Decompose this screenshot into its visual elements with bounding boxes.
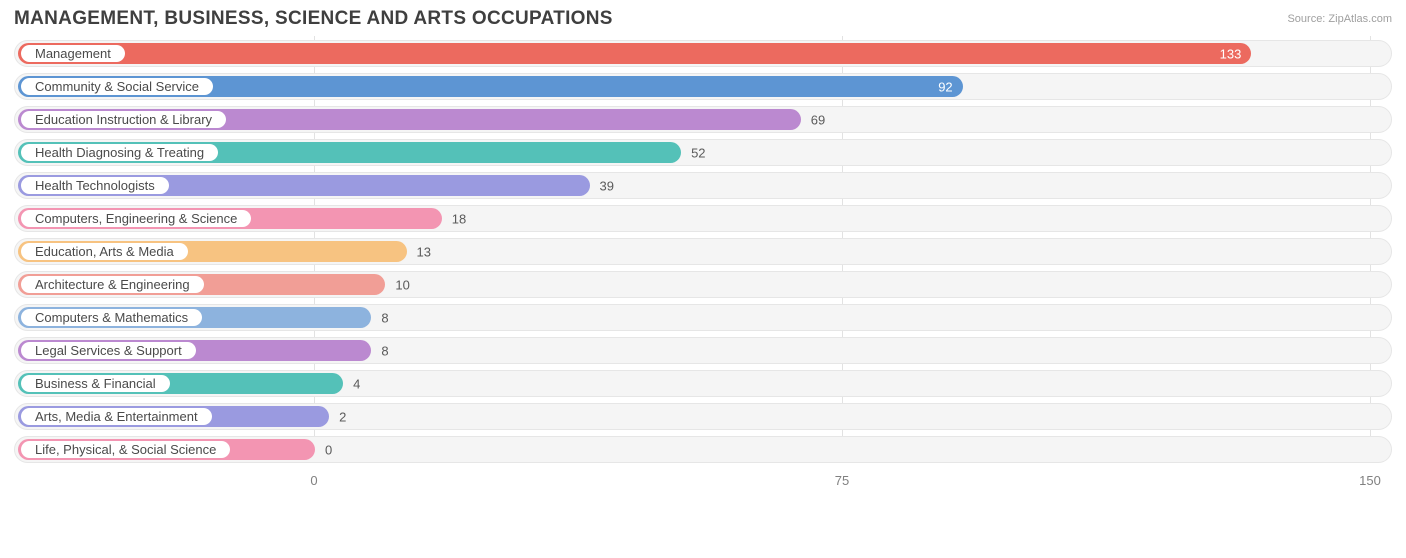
- bar-row: Computers, Engineering & Science 18: [14, 205, 1392, 232]
- bar-label: Architecture & Engineering: [21, 276, 204, 293]
- bar-row: Computers & Mathematics 8: [14, 304, 1392, 331]
- bar-value: 69: [811, 112, 825, 127]
- bar-row: Legal Services & Support 8: [14, 337, 1392, 364]
- bar-label: Health Technologists: [21, 177, 169, 194]
- bar-value: 10: [395, 277, 409, 292]
- axis-tick: 0: [310, 473, 317, 488]
- bar-container: Management 133 Community & Social Service 9…: [14, 40, 1392, 463]
- chart-area: Management 133 Community & Social Service 9…: [0, 36, 1406, 463]
- bar-value: 13: [417, 244, 431, 259]
- bar-fill: [18, 43, 1251, 64]
- bar-track: Computers, Engineering & Science 18: [14, 205, 1392, 232]
- bar-track: Legal Services & Support 8: [14, 337, 1392, 364]
- bar-value: 52: [691, 145, 705, 160]
- bar-row: Business & Financial 4: [14, 370, 1392, 397]
- bar-value: 39: [600, 178, 614, 193]
- bar-value: 4: [353, 376, 360, 391]
- bar-track: Management 133: [14, 40, 1392, 67]
- bar-track: Health Technologists 39: [14, 172, 1392, 199]
- bar-value: 0: [325, 442, 332, 457]
- bar-value: 18: [452, 211, 466, 226]
- bar-row: Health Technologists 39: [14, 172, 1392, 199]
- header: MANAGEMENT, BUSINESS, SCIENCE AND ARTS O…: [0, 0, 1406, 36]
- bar-track: Health Diagnosing & Treating 52: [14, 139, 1392, 166]
- bar-label: Computers, Engineering & Science: [21, 210, 251, 227]
- bar-value: 92: [938, 79, 952, 94]
- bar-row: Arts, Media & Entertainment 2: [14, 403, 1392, 430]
- bar-track: Education, Arts & Media 13: [14, 238, 1392, 265]
- bar-value: 8: [381, 310, 388, 325]
- bar-label: Community & Social Service: [21, 78, 213, 95]
- bar-label: Computers & Mathematics: [21, 309, 202, 326]
- source-attribution: Source: ZipAtlas.com: [1287, 13, 1392, 25]
- bar-row: Community & Social Service 92: [14, 73, 1392, 100]
- chart-title: MANAGEMENT, BUSINESS, SCIENCE AND ARTS O…: [14, 8, 613, 30]
- bar-row: Health Diagnosing & Treating 52: [14, 139, 1392, 166]
- axis-tick: 150: [1359, 473, 1381, 488]
- bar-label: Education, Arts & Media: [21, 243, 188, 260]
- bar-label: Health Diagnosing & Treating: [21, 144, 218, 161]
- bar-label: Education Instruction & Library: [21, 111, 226, 128]
- bar-value: 133: [1220, 46, 1242, 61]
- bar-row: Architecture & Engineering 10: [14, 271, 1392, 298]
- bar-value: 8: [381, 343, 388, 358]
- bar-track: Arts, Media & Entertainment 2: [14, 403, 1392, 430]
- bar-row: Education, Arts & Media 13: [14, 238, 1392, 265]
- bar-label: Business & Financial: [21, 375, 170, 392]
- bar-track: Education Instruction & Library 69: [14, 106, 1392, 133]
- bar-track: Business & Financial 4: [14, 370, 1392, 397]
- bar-track: Life, Physical, & Social Science 0: [14, 436, 1392, 463]
- bar-label: Legal Services & Support: [21, 342, 196, 359]
- bar-row: Management 133: [14, 40, 1392, 67]
- axis-tick: 75: [835, 473, 849, 488]
- bar-track: Computers & Mathematics 8: [14, 304, 1392, 331]
- bar-label: Life, Physical, & Social Science: [21, 441, 230, 458]
- bar-track: Community & Social Service 92: [14, 73, 1392, 100]
- bar-row: Education Instruction & Library 69: [14, 106, 1392, 133]
- bar-value: 2: [339, 409, 346, 424]
- bar-label: Arts, Media & Entertainment: [21, 408, 212, 425]
- bar-track: Architecture & Engineering 10: [14, 271, 1392, 298]
- bar-row: Life, Physical, & Social Science 0: [14, 436, 1392, 463]
- bar-label: Management: [21, 45, 125, 62]
- x-axis: 0 75 150: [14, 469, 1392, 495]
